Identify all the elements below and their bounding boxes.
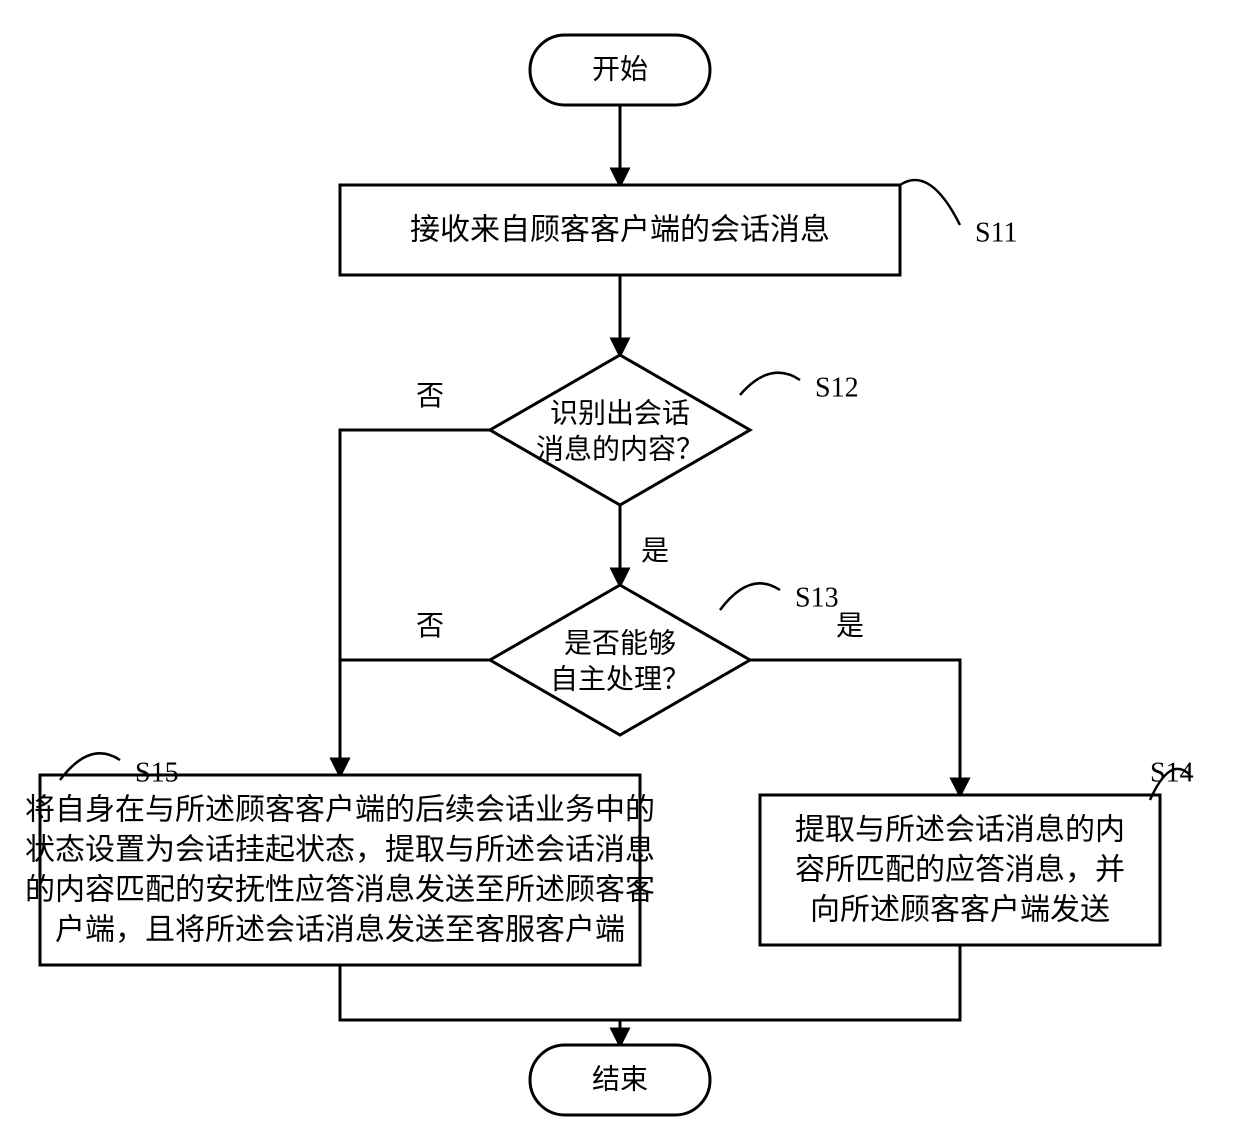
- edge-5: [750, 660, 960, 795]
- node-s15-text-0: 将自身在与所述顾客客户端的后续会话业务中的: [25, 794, 655, 827]
- step-leader-S12: [740, 373, 800, 395]
- edge-7: [620, 945, 960, 1020]
- node-s13-text-1: 自主处理？: [550, 664, 690, 696]
- edge-label-2: 是: [641, 536, 669, 567]
- step-label-S13: S13: [795, 582, 839, 613]
- step-leader-S11: [900, 180, 960, 225]
- node-s12-text-1: 消息的内容？: [536, 434, 704, 466]
- edge-label-4: 否: [416, 611, 444, 642]
- node-end-label: 结束: [592, 1064, 648, 1096]
- step-leader-S13: [720, 583, 780, 610]
- node-s11-text-0: 接收来自顾客客户端的会话消息: [410, 214, 830, 247]
- step-label-S14: S14: [1150, 757, 1194, 788]
- step-label-S12: S12: [815, 372, 859, 403]
- edge-3: [340, 430, 490, 775]
- node-s13: [490, 585, 750, 735]
- node-s15-text-1: 状态设置为会话挂起状态，提取与所述会话消息: [25, 834, 655, 867]
- step-label-S11: S11: [975, 217, 1018, 248]
- node-s15-text-2: 的内容匹配的安抚性应答消息发送至所述顾客客: [25, 874, 655, 907]
- node-s12-text-0: 识别出会话: [550, 398, 690, 430]
- edge-6: [340, 965, 620, 1045]
- node-start-label: 开始: [592, 54, 648, 86]
- flowchart-canvas: 是否否是开始接收来自顾客客户端的会话消息识别出会话消息的内容？是否能够自主处理？…: [0, 0, 1240, 1130]
- edge-4: [340, 660, 490, 775]
- node-s12: [490, 355, 750, 505]
- edge-label-3: 否: [416, 381, 444, 412]
- edge-label-5: 是: [836, 611, 864, 642]
- node-s15-text-3: 户端，且将所述会话消息发送至客服客户端: [55, 914, 625, 947]
- node-s14-text-0: 提取与所述会话消息的内: [795, 814, 1125, 847]
- node-s13-text-0: 是否能够: [564, 628, 676, 660]
- step-label-S15: S15: [135, 757, 179, 788]
- node-s14-text-1: 容所匹配的应答消息，并: [795, 854, 1125, 887]
- node-s14-text-2: 向所述顾客客户端发送: [810, 894, 1110, 927]
